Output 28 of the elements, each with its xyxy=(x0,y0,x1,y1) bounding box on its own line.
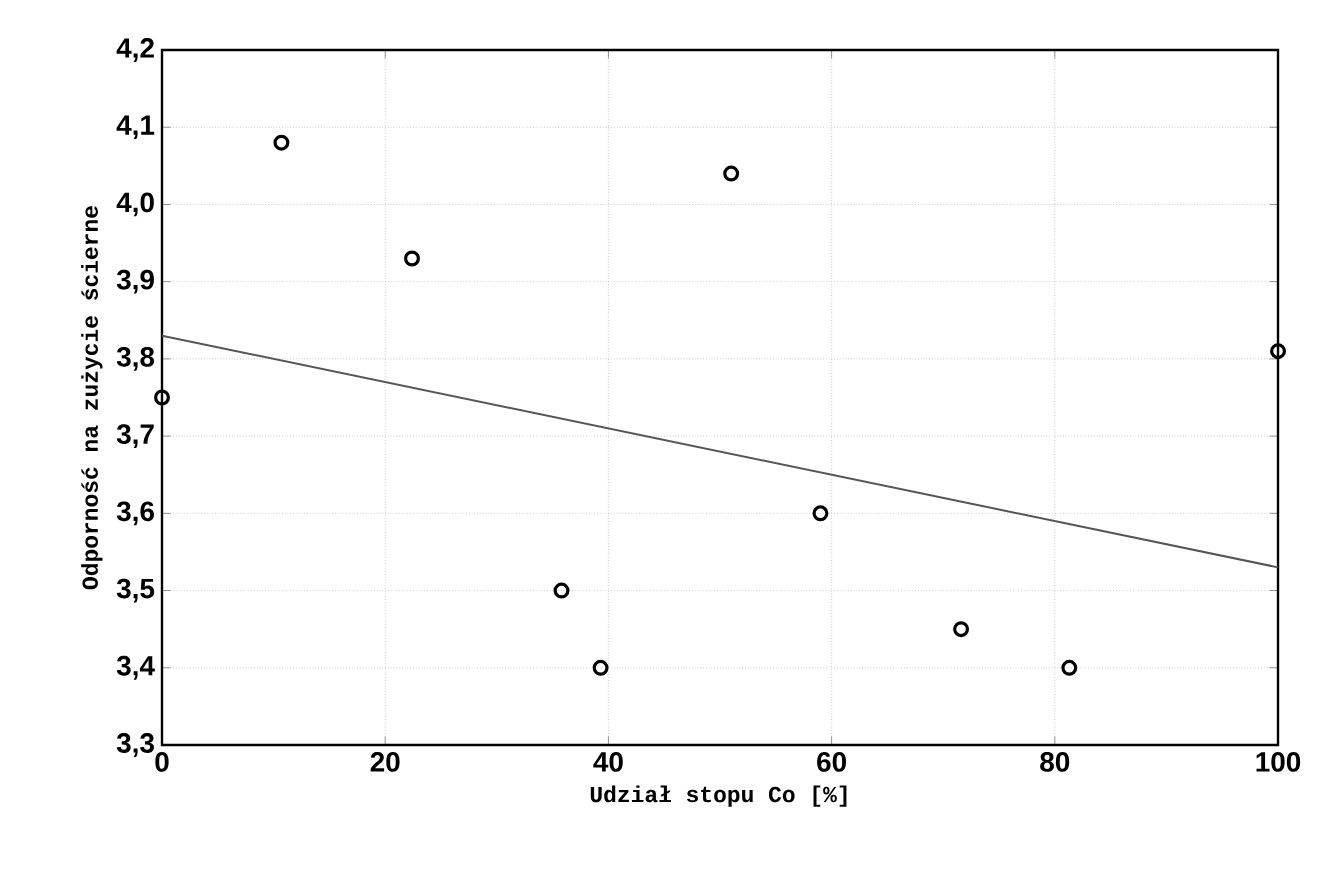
x-tick-label: 40 xyxy=(593,752,623,772)
x-tick-label: 100 xyxy=(1256,752,1301,772)
x-tick-label: 60 xyxy=(817,752,846,772)
point xyxy=(273,134,290,151)
y-tick-label: 4,0 xyxy=(116,192,154,217)
y-axis-title: Odporność na zużycie ścierne xyxy=(81,206,103,590)
y-tick-label: 3,7 xyxy=(116,424,154,448)
x-tick-label: 20 xyxy=(370,752,400,772)
point xyxy=(553,582,570,599)
point xyxy=(1270,343,1286,360)
y-tick-label: 4,1 xyxy=(116,115,155,139)
point xyxy=(154,389,170,406)
x-tick-label: 0 xyxy=(155,752,169,772)
x-tick-label: 80 xyxy=(1040,752,1070,772)
point xyxy=(953,621,970,638)
y-tick-label: 3,6 xyxy=(116,501,154,526)
y-tick-label: 3,4 xyxy=(116,655,155,680)
y-tick-label: 3,9 xyxy=(116,269,154,294)
point xyxy=(592,659,609,676)
y-tick-label: 3,8 xyxy=(116,346,155,371)
point xyxy=(723,165,740,182)
point xyxy=(812,505,829,522)
y-tick-label: 3,5 xyxy=(116,578,155,603)
x-axis-title: Udział stopu Co [%] xyxy=(590,785,847,807)
y-tick-label: 3,3 xyxy=(116,733,154,757)
point xyxy=(404,250,420,267)
point xyxy=(1061,659,1078,676)
y-tick-label: 4,2 xyxy=(116,38,154,62)
